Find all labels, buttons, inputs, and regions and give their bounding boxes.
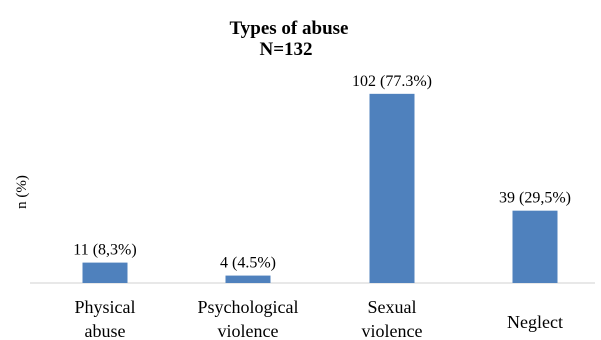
category-labels-group: Physical abuse Psychological violence Sexual… <box>75 297 563 340</box>
y-axis-label: n (%) <box>14 175 30 209</box>
category-label-0-0: Physical <box>75 297 136 317</box>
category-label-3-0: Neglect <box>507 312 563 332</box>
data-label-2: 102 (77.3%) <box>352 73 432 90</box>
bars-group <box>82 93 558 283</box>
category-label-0-1: abuse <box>85 321 126 340</box>
chart-subtitle: N=132 <box>259 39 312 60</box>
category-label-2-1: violence <box>362 321 423 340</box>
bar-2 <box>369 93 415 283</box>
category-label-1-1: violence <box>218 321 279 340</box>
data-labels-group: 11 (8,3%) 4 (4.5%) 102 (77.3%) 39 (29,5%) <box>73 73 571 272</box>
data-label-0: 11 (8,3%) <box>73 242 136 259</box>
category-label-1-0: Psychological <box>198 297 299 317</box>
bar-3 <box>512 210 558 283</box>
bar-1 <box>225 275 271 283</box>
chart-title: Types of abuse <box>230 18 349 39</box>
category-label-2-0: Sexual <box>368 297 417 317</box>
data-label-1: 4 (4.5%) <box>220 255 276 272</box>
bar-0 <box>82 262 128 283</box>
data-label-3: 39 (29,5%) <box>499 190 571 207</box>
